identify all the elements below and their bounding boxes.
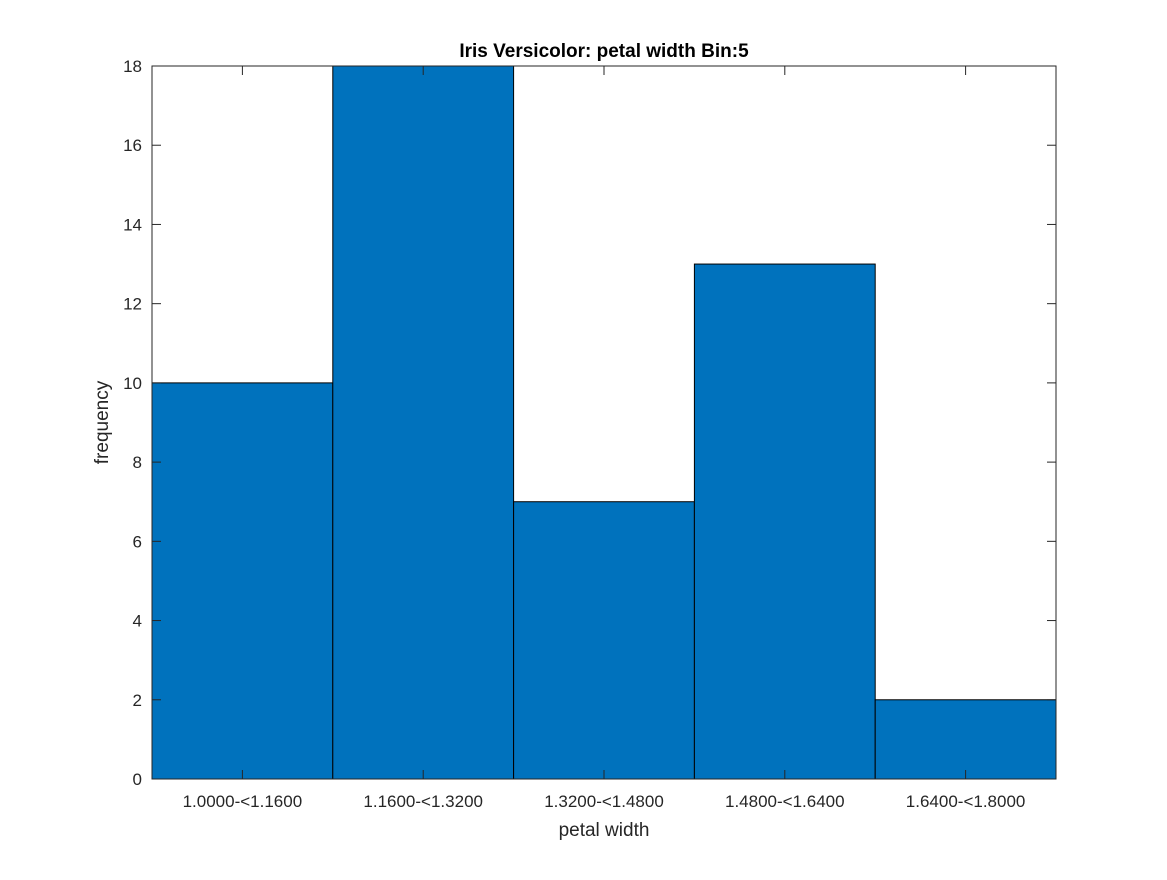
- y-tick-label: 18: [123, 57, 142, 76]
- x-tick-label: 1.6400-<1.8000: [906, 792, 1026, 811]
- y-tick-label: 8: [133, 453, 142, 472]
- histogram-bar: [874, 699, 1057, 780]
- x-axis-label: petal width: [559, 820, 650, 841]
- histogram-bar: [151, 382, 334, 780]
- y-tick-label: 2: [133, 691, 142, 710]
- histogram-bar: [513, 501, 695, 780]
- y-tick-label: 4: [133, 612, 142, 631]
- y-tick-label: 6: [133, 532, 142, 551]
- chart-title: Iris Versicolor: petal width Bin:5: [459, 41, 749, 62]
- x-tick-label: 1.1600-<1.3200: [363, 792, 483, 811]
- x-tick-label: 1.4800-<1.6400: [725, 792, 845, 811]
- histogram-bar: [693, 263, 876, 780]
- x-tick-label: 1.0000-<1.1600: [183, 792, 303, 811]
- y-tick-label: 14: [123, 215, 142, 234]
- y-axis-label: frequency: [92, 380, 113, 464]
- x-tick-label: 1.3200-<1.4800: [544, 792, 664, 811]
- axes-box: [151, 65, 1057, 780]
- y-tick-label: 10: [123, 374, 142, 393]
- y-tick-label: 16: [123, 136, 142, 155]
- histogram-bar: [332, 65, 515, 780]
- y-tick-label: 12: [123, 295, 142, 314]
- y-tick-label: 0: [133, 770, 142, 789]
